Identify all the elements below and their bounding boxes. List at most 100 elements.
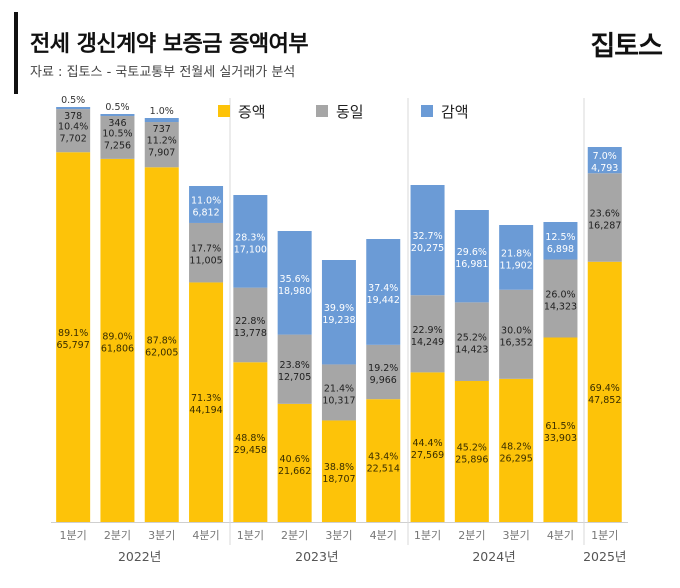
legend-swatch-decrease [421, 105, 433, 117]
data-label-pct-increase: 71.3% [191, 393, 221, 404]
data-label-count-increase: 26,295 [500, 453, 533, 464]
bar-segment-decrease [277, 231, 312, 335]
data-label-count-decrease: 19,442 [367, 295, 400, 306]
data-label-count-same: 9,966 [370, 375, 397, 386]
x-tick-label: 2분기 [281, 529, 308, 542]
data-label-count-decrease: 19,238 [322, 315, 355, 326]
x-tick-label: 1분기 [414, 529, 441, 542]
data-label-pct-decrease: 35.6% [280, 274, 310, 285]
data-label-count-increase: 33,903 [544, 433, 577, 444]
bar-segment-same [587, 173, 622, 262]
bar-segment-increase [100, 158, 135, 522]
data-label-count-decrease: 17,100 [234, 244, 267, 255]
data-label-count-same: 14,423 [455, 345, 488, 356]
data-label-pct-same: 23.8% [280, 360, 310, 371]
bar-segment-increase [499, 378, 534, 522]
bar-segment-decrease [366, 239, 401, 345]
data-label-count-same: 16,287 [588, 221, 621, 232]
bar-segment-increase [543, 337, 578, 522]
data-label-pct-increase: 48.8% [235, 433, 265, 444]
data-label-count-increase: 47,852 [588, 395, 621, 406]
data-label-pct-decrease: 0.5% [105, 102, 129, 113]
bar-segment-same [321, 364, 356, 421]
data-label-count-increase: 18,707 [322, 474, 355, 485]
legend-swatch-same [316, 105, 328, 117]
bar-segment-increase [277, 403, 312, 522]
bar-segment-decrease [144, 118, 179, 123]
data-label-count-same: 12,705 [278, 372, 311, 383]
data-label-pct-increase: 69.4% [590, 383, 620, 394]
x-tick-label: 1분기 [237, 529, 264, 542]
bar-segment-increase [587, 261, 622, 522]
legend-swatch-increase [218, 105, 230, 117]
data-label-pct-decrease: 7.0% [593, 151, 617, 162]
data-label-pct-decrease: 37.4% [368, 283, 398, 294]
data-label-pct-same: 10.5% [102, 128, 132, 139]
data-label-count-increase: 44,194 [189, 405, 222, 416]
x-tick-label: 1분기 [591, 529, 618, 542]
x-tick-label: 3분기 [503, 529, 530, 542]
bar-segment-same [366, 344, 401, 400]
data-label-count-decrease: 737 [153, 124, 171, 135]
bar-segment-increase [321, 420, 356, 522]
data-label-pct-decrease: 39.9% [324, 303, 354, 314]
bar-segment-increase [410, 372, 445, 522]
data-label-pct-same: 25.2% [457, 333, 487, 344]
bar-segment-decrease [454, 210, 489, 303]
data-label-pct-decrease: 11.0% [191, 195, 221, 206]
data-label-count-decrease: 11,902 [500, 260, 533, 271]
data-label-pct-same: 10.4% [58, 122, 88, 133]
data-label-pct-increase: 89.1% [58, 328, 88, 339]
data-label-count-increase: 22,514 [367, 464, 400, 475]
data-label-count-increase: 25,896 [455, 454, 488, 465]
x-tick-label: 4분기 [192, 529, 219, 542]
data-label-pct-increase: 87.8% [147, 336, 177, 347]
bar-segment-same [100, 116, 135, 159]
chart-source: 자료 : 집토스 - 국토교통부 전월세 실거래가 분석 [30, 65, 296, 80]
data-label-pct-decrease: 0.5% [61, 95, 85, 106]
data-label-pct-increase: 40.6% [280, 454, 310, 465]
data-label-count-increase: 62,005 [145, 348, 178, 359]
bar-segment-same [233, 287, 268, 363]
bar-segment-decrease [499, 225, 534, 290]
bar-segment-decrease [189, 186, 224, 223]
x-year-label: 2023년 [295, 549, 338, 564]
data-label-count-same: 10,317 [322, 395, 355, 406]
data-label-pct-decrease: 28.3% [235, 232, 265, 243]
bar-segment-increase [454, 380, 489, 522]
data-label-count-decrease: 378 [64, 111, 82, 122]
x-year-label: 2025년 [583, 549, 626, 564]
x-year-label: 2022년 [118, 549, 161, 564]
data-label-pct-same: 22.8% [235, 316, 265, 327]
bar-segment-increase [233, 362, 268, 522]
brand-logo: 집토스 [590, 31, 663, 62]
bar-segment-decrease [587, 147, 622, 174]
data-label-pct-same: 22.9% [412, 325, 442, 336]
x-tick-label: 2분기 [104, 529, 131, 542]
data-label-count-same: 11,005 [189, 256, 222, 267]
data-label-count-same: 7,702 [60, 134, 87, 145]
bar-segment-same [543, 259, 578, 338]
x-year-label: 2024년 [472, 549, 515, 564]
data-label-count-same: 7,907 [148, 148, 175, 159]
bar-segment-decrease [233, 195, 268, 288]
bar-segment-same [454, 302, 489, 381]
data-label-count-same: 7,256 [104, 140, 131, 151]
data-label-count-increase: 21,662 [278, 466, 311, 477]
bar-segment-increase [189, 282, 224, 522]
data-label-pct-same: 19.2% [368, 363, 398, 374]
data-label-pct-increase: 44.4% [412, 438, 442, 449]
data-label-pct-increase: 48.2% [501, 441, 531, 452]
data-label-pct-decrease: 29.6% [457, 247, 487, 258]
chart-title: 전세 갱신계약 보증금 증액여부 [30, 32, 309, 57]
data-label-pct-decrease: 1.0% [150, 106, 174, 117]
bar-segment-decrease [543, 222, 578, 260]
data-label-count-decrease: 20,275 [411, 243, 444, 254]
data-label-pct-decrease: 12.5% [545, 232, 575, 243]
bar-segment-decrease [321, 260, 356, 365]
data-label-count-increase: 65,797 [57, 340, 90, 351]
data-label-pct-same: 17.7% [191, 244, 221, 255]
bar-segment-increase [56, 152, 91, 523]
data-label-pct-increase: 38.8% [324, 462, 354, 473]
